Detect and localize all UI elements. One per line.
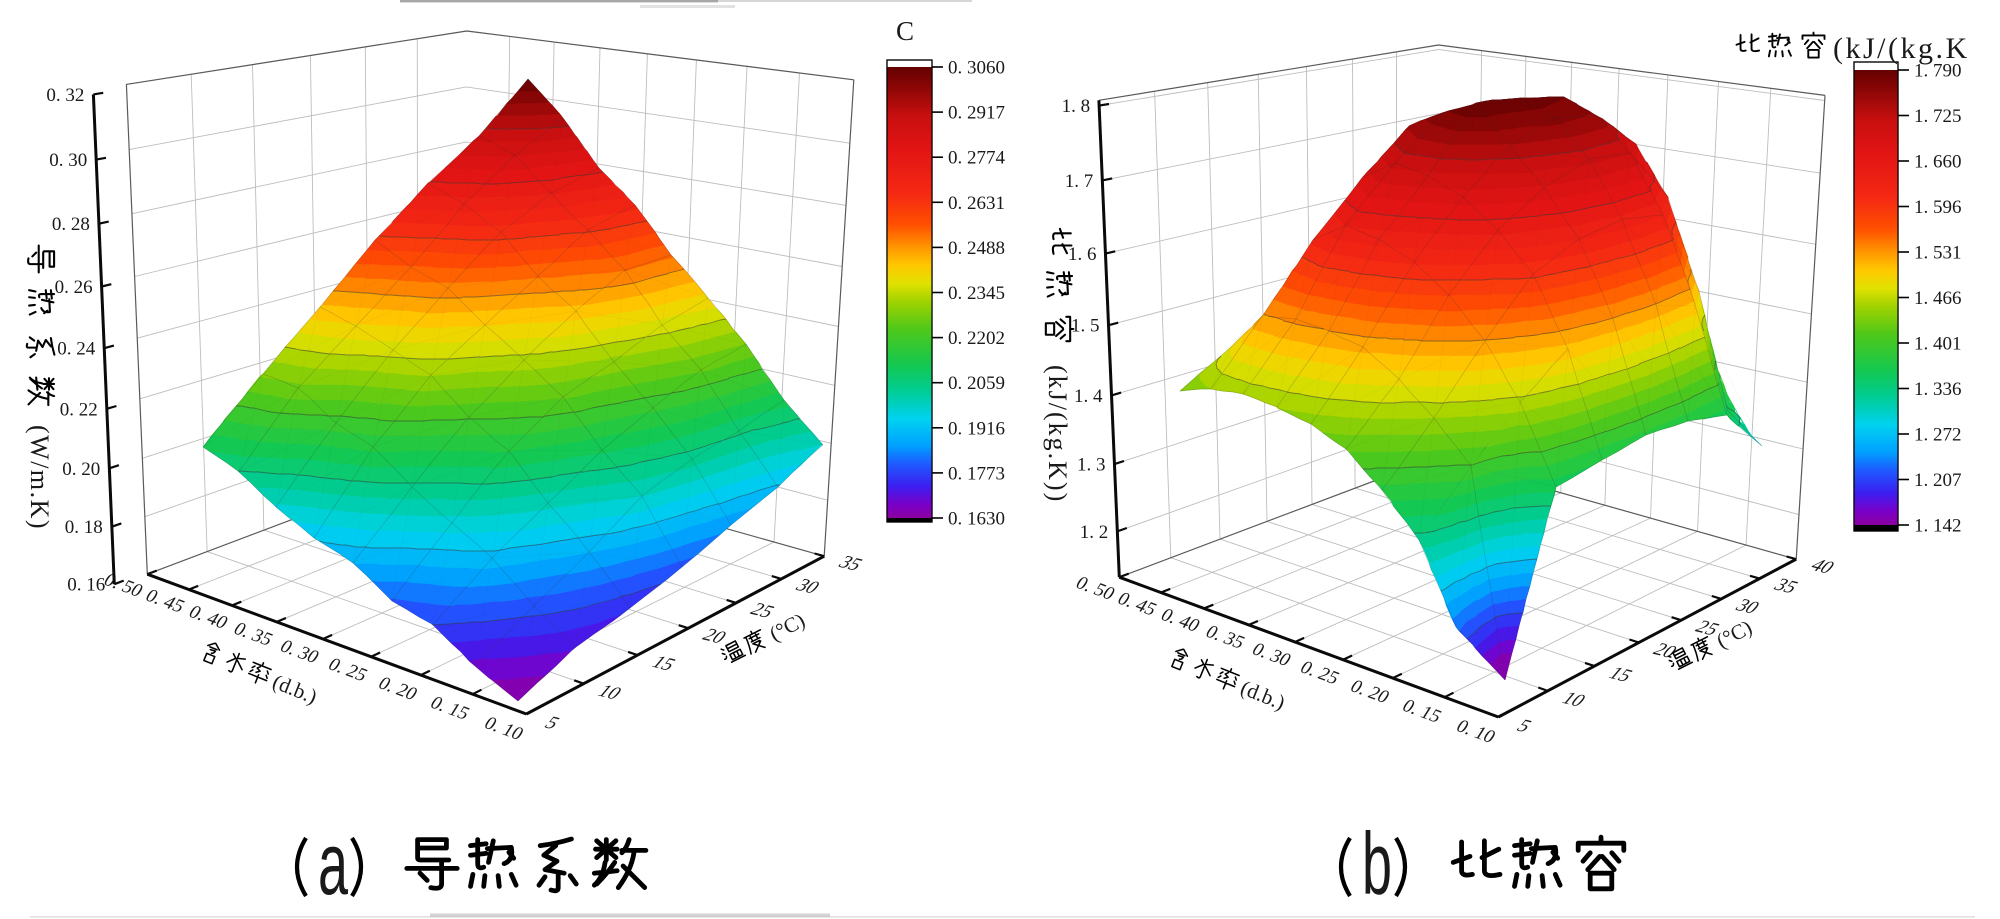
svg-text:1. 5: 1. 5: [1071, 316, 1100, 337]
svg-text:0. 16: 0. 16: [67, 575, 105, 596]
svg-text:b: b: [1362, 814, 1392, 913]
svg-text:0. 45: 0. 45: [1113, 589, 1160, 620]
svg-text:0. 1630: 0. 1630: [948, 509, 1005, 530]
svg-text:(kJ/(kg.K: (kJ/(kg.K: [1833, 32, 1970, 65]
svg-text:0. 30: 0. 30: [276, 636, 323, 667]
svg-text:1. 725: 1. 725: [1914, 106, 1962, 127]
svg-text:1. 8: 1. 8: [1062, 96, 1091, 117]
svg-text:35: 35: [834, 552, 867, 574]
svg-text:0. 2774: 0. 2774: [948, 148, 1006, 169]
svg-text:0. 10: 0. 10: [480, 713, 527, 744]
svg-text:10: 10: [593, 681, 626, 703]
svg-text:15: 15: [1604, 664, 1637, 686]
svg-text:0. 2202: 0. 2202: [948, 328, 1005, 349]
svg-text:0. 18: 0. 18: [65, 517, 103, 538]
svg-text:0. 22: 0. 22: [60, 399, 98, 420]
svg-text:1. 272: 1. 272: [1914, 425, 1962, 446]
svg-text:0. 2488: 0. 2488: [948, 238, 1005, 259]
svg-text:0. 20: 0. 20: [1346, 676, 1393, 707]
svg-text:30: 30: [791, 575, 824, 597]
svg-text:0. 35: 0. 35: [1201, 622, 1248, 653]
svg-text:0. 26: 0. 26: [55, 277, 93, 298]
svg-text:15: 15: [647, 652, 680, 674]
svg-text:(W/m.K): (W/m.K): [25, 425, 54, 530]
svg-text:0. 24: 0. 24: [57, 339, 96, 360]
svg-text:1. 6: 1. 6: [1068, 244, 1097, 265]
svg-text:0. 20: 0. 20: [62, 459, 100, 480]
svg-text:35: 35: [1769, 575, 1802, 597]
svg-text:0. 15: 0. 15: [426, 693, 473, 724]
svg-text:1. 596: 1. 596: [1914, 197, 1962, 218]
svg-text:0. 25: 0. 25: [324, 655, 371, 686]
svg-text:20: 20: [698, 625, 731, 647]
svg-text:1. 401: 1. 401: [1914, 334, 1962, 355]
svg-text:0. 15: 0. 15: [1398, 696, 1445, 727]
svg-text:1. 2: 1. 2: [1080, 522, 1109, 543]
svg-text:5: 5: [540, 713, 564, 733]
svg-text:0. 50: 0. 50: [100, 570, 147, 601]
svg-text:1. 4: 1. 4: [1074, 386, 1103, 407]
svg-text:C: C: [896, 16, 914, 46]
svg-text:0. 32: 0. 32: [46, 85, 84, 106]
svg-text:(°C): (°C): [765, 608, 808, 646]
svg-text:0. 20: 0. 20: [374, 673, 421, 704]
svg-text:0. 2631: 0. 2631: [948, 193, 1005, 214]
svg-text:0. 2059: 0. 2059: [948, 373, 1005, 394]
svg-text:0. 50: 0. 50: [1072, 573, 1119, 604]
svg-text:5: 5: [1512, 716, 1536, 736]
svg-text:0. 10: 0. 10: [1452, 716, 1499, 747]
svg-text:a: a: [318, 814, 348, 913]
svg-text:0. 2345: 0. 2345: [948, 283, 1005, 304]
svg-text:0. 25: 0. 25: [1296, 658, 1343, 689]
svg-text:1. 336: 1. 336: [1914, 379, 1962, 400]
svg-text:40: 40: [1806, 555, 1839, 577]
svg-text:0. 28: 0. 28: [52, 214, 90, 235]
svg-text:25: 25: [746, 600, 779, 622]
svg-text:0. 3060: 0. 3060: [948, 58, 1005, 79]
svg-text:1. 3: 1. 3: [1077, 455, 1106, 476]
svg-text:0. 40: 0. 40: [185, 602, 232, 633]
svg-text:0. 30: 0. 30: [1248, 639, 1295, 670]
svg-text:0. 1916: 0. 1916: [948, 418, 1005, 439]
svg-text:1. 660: 1. 660: [1914, 152, 1962, 173]
svg-text:1. 790: 1. 790: [1914, 61, 1962, 82]
svg-text:1. 7: 1. 7: [1065, 171, 1094, 192]
svg-text:0. 2917: 0. 2917: [948, 103, 1005, 124]
svg-text:1. 466: 1. 466: [1914, 288, 1962, 309]
svg-text:10: 10: [1557, 689, 1590, 711]
svg-text:0. 35: 0. 35: [229, 619, 276, 650]
svg-text:30: 30: [1731, 596, 1764, 618]
svg-text:0. 30: 0. 30: [49, 150, 87, 171]
svg-text:(d.b.): (d.b.): [1237, 675, 1288, 714]
svg-text:(d.b.): (d.b.): [269, 669, 320, 708]
svg-text:0. 40: 0. 40: [1157, 605, 1204, 636]
svg-text:(kJ/(kg.K)): (kJ/(kg.K)): [1043, 365, 1072, 503]
svg-text:1. 531: 1. 531: [1914, 243, 1962, 264]
svg-text:1. 207: 1. 207: [1914, 470, 1962, 491]
svg-text:0. 45: 0. 45: [141, 586, 188, 617]
svg-text:1. 142: 1. 142: [1914, 516, 1962, 537]
svg-text:0. 1773: 0. 1773: [948, 463, 1005, 484]
